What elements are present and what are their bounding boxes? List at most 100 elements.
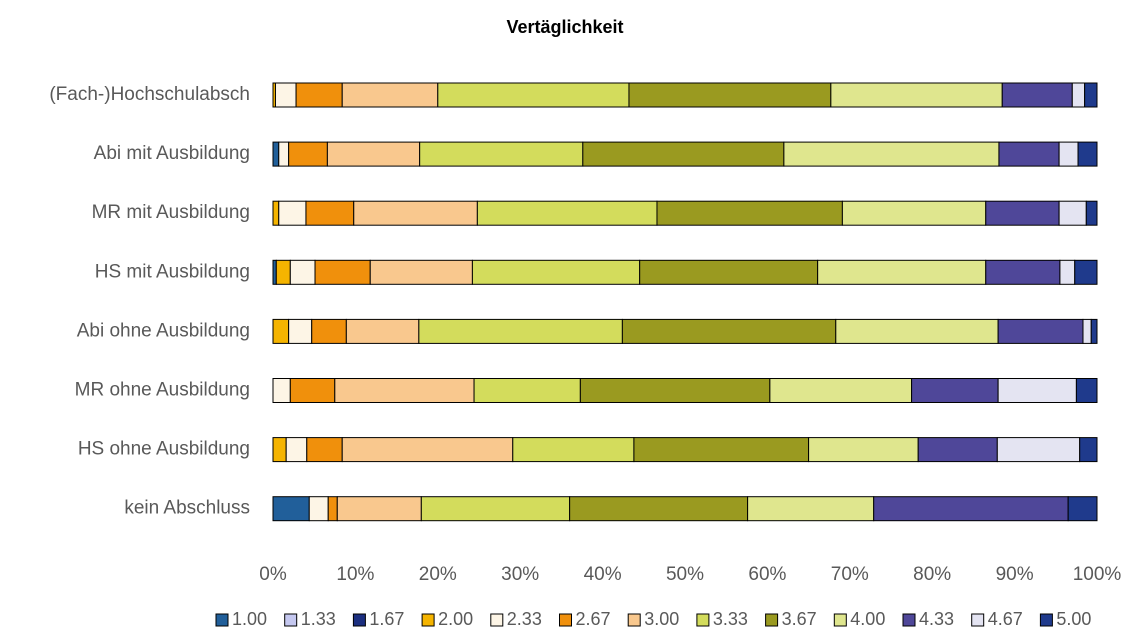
bar-segment [295, 82, 343, 108]
x-tick-label: 40% [584, 564, 622, 585]
legend-swatch [1039, 613, 1053, 627]
bar-segment [830, 82, 1003, 108]
bar-segment [274, 82, 297, 108]
bar-segment [1077, 141, 1098, 167]
bar-segment [621, 318, 837, 344]
legend-swatch [902, 613, 916, 627]
bar-segment [334, 378, 475, 403]
bar-segment [579, 378, 771, 403]
legend-swatch [215, 613, 229, 627]
chart-title: Vertäglichkeit [506, 17, 623, 37]
bar-segment [272, 378, 291, 403]
y-tick-label: MR ohne Ausbildung [75, 380, 250, 401]
bar-segment [1001, 82, 1073, 108]
bar-segment [1090, 318, 1098, 344]
bar-segment [783, 141, 1000, 167]
bar-segment [1075, 378, 1098, 403]
bar-segment [997, 318, 1084, 344]
bar-segment [272, 200, 280, 226]
y-tick-label: HS ohne Ausbildung [78, 439, 250, 460]
bar-segment [633, 437, 810, 463]
bar-segment [418, 318, 623, 344]
bar-segment [1067, 496, 1098, 522]
bar-segment [419, 141, 584, 167]
bar-segment [278, 200, 307, 226]
legend-swatch [971, 613, 985, 627]
x-tick-label: 0% [259, 564, 287, 585]
bar-segment [808, 437, 919, 463]
bar-segment [437, 82, 630, 108]
bar-segment [326, 141, 421, 167]
bar-segment [476, 200, 658, 226]
bar-segment [997, 378, 1077, 403]
legend-label: 3.33 [713, 609, 748, 629]
legend-label: 1.67 [369, 609, 404, 629]
bar-segment [327, 496, 338, 522]
bar-segment [841, 200, 987, 226]
bar-segment [985, 200, 1060, 226]
y-tick-label: (Fach-)Hochschulabsch [49, 84, 250, 105]
bar-segment [272, 496, 310, 522]
x-tick-label: 90% [996, 564, 1034, 585]
bar-segment [272, 141, 280, 167]
bar-segment [1084, 82, 1098, 108]
bar-segment [314, 259, 371, 285]
bar-segment [305, 200, 355, 226]
bar-segment [341, 437, 514, 463]
legend-swatch [696, 613, 710, 627]
bar-segment [639, 259, 819, 285]
bar-segment [288, 318, 313, 344]
legend-label: 2.67 [576, 609, 611, 629]
x-tick-label: 100% [1073, 564, 1122, 585]
bar-segment [285, 437, 308, 463]
bar-segment [985, 259, 1061, 285]
legend-label: 1.33 [301, 609, 336, 629]
bar-segment [1082, 318, 1092, 344]
legend-swatch [421, 613, 435, 627]
bar-segment [873, 496, 1069, 522]
legend-swatch [559, 613, 572, 627]
legend-label: 5.00 [1056, 609, 1091, 629]
bar-segment [628, 82, 832, 108]
legend-label: 2.00 [438, 609, 473, 629]
bar-segment [311, 318, 347, 344]
bar-segment [289, 259, 316, 285]
legend-label: 4.00 [850, 609, 885, 629]
legend-label: 1.00 [232, 609, 267, 629]
bar-segment [996, 437, 1081, 463]
legend-swatch [352, 613, 366, 627]
bar-segment [336, 496, 422, 522]
y-tick-label: Abi ohne Ausbildung [77, 320, 250, 341]
x-tick-label: 60% [748, 564, 786, 585]
x-tick-label: 30% [501, 564, 539, 585]
legend-label: 4.67 [988, 609, 1023, 629]
bar-segment [569, 496, 749, 522]
bar-segment [1059, 259, 1076, 285]
bar-segment [1058, 141, 1079, 167]
legend-swatch [284, 613, 298, 627]
y-tick-label: HS mit Ausbildung [95, 261, 250, 282]
bar-segment [353, 200, 478, 226]
bar-segment [512, 437, 635, 463]
y-tick-label: MR mit Ausbildung [92, 202, 250, 223]
bar-segment [917, 437, 998, 463]
bar-segment [308, 496, 329, 522]
bar-segment [272, 437, 287, 463]
bar-segment [656, 200, 843, 226]
bar-segment [275, 259, 291, 285]
y-tick-label: Abi mit Ausbildung [94, 143, 250, 164]
legend-label: 2.33 [507, 609, 542, 629]
legend-label: 4.33 [919, 609, 954, 629]
bar-segment [306, 437, 343, 463]
x-tick-label: 10% [336, 564, 374, 585]
bar-segment [1085, 200, 1098, 226]
bar-segment [1071, 82, 1086, 108]
bar-segment [747, 496, 875, 522]
bar-segment [998, 141, 1060, 167]
bar-segment [369, 259, 473, 285]
legend-swatch [833, 613, 847, 627]
bar-segment [769, 378, 913, 403]
bar-segment [420, 496, 571, 522]
legend-label: 3.67 [782, 609, 817, 629]
